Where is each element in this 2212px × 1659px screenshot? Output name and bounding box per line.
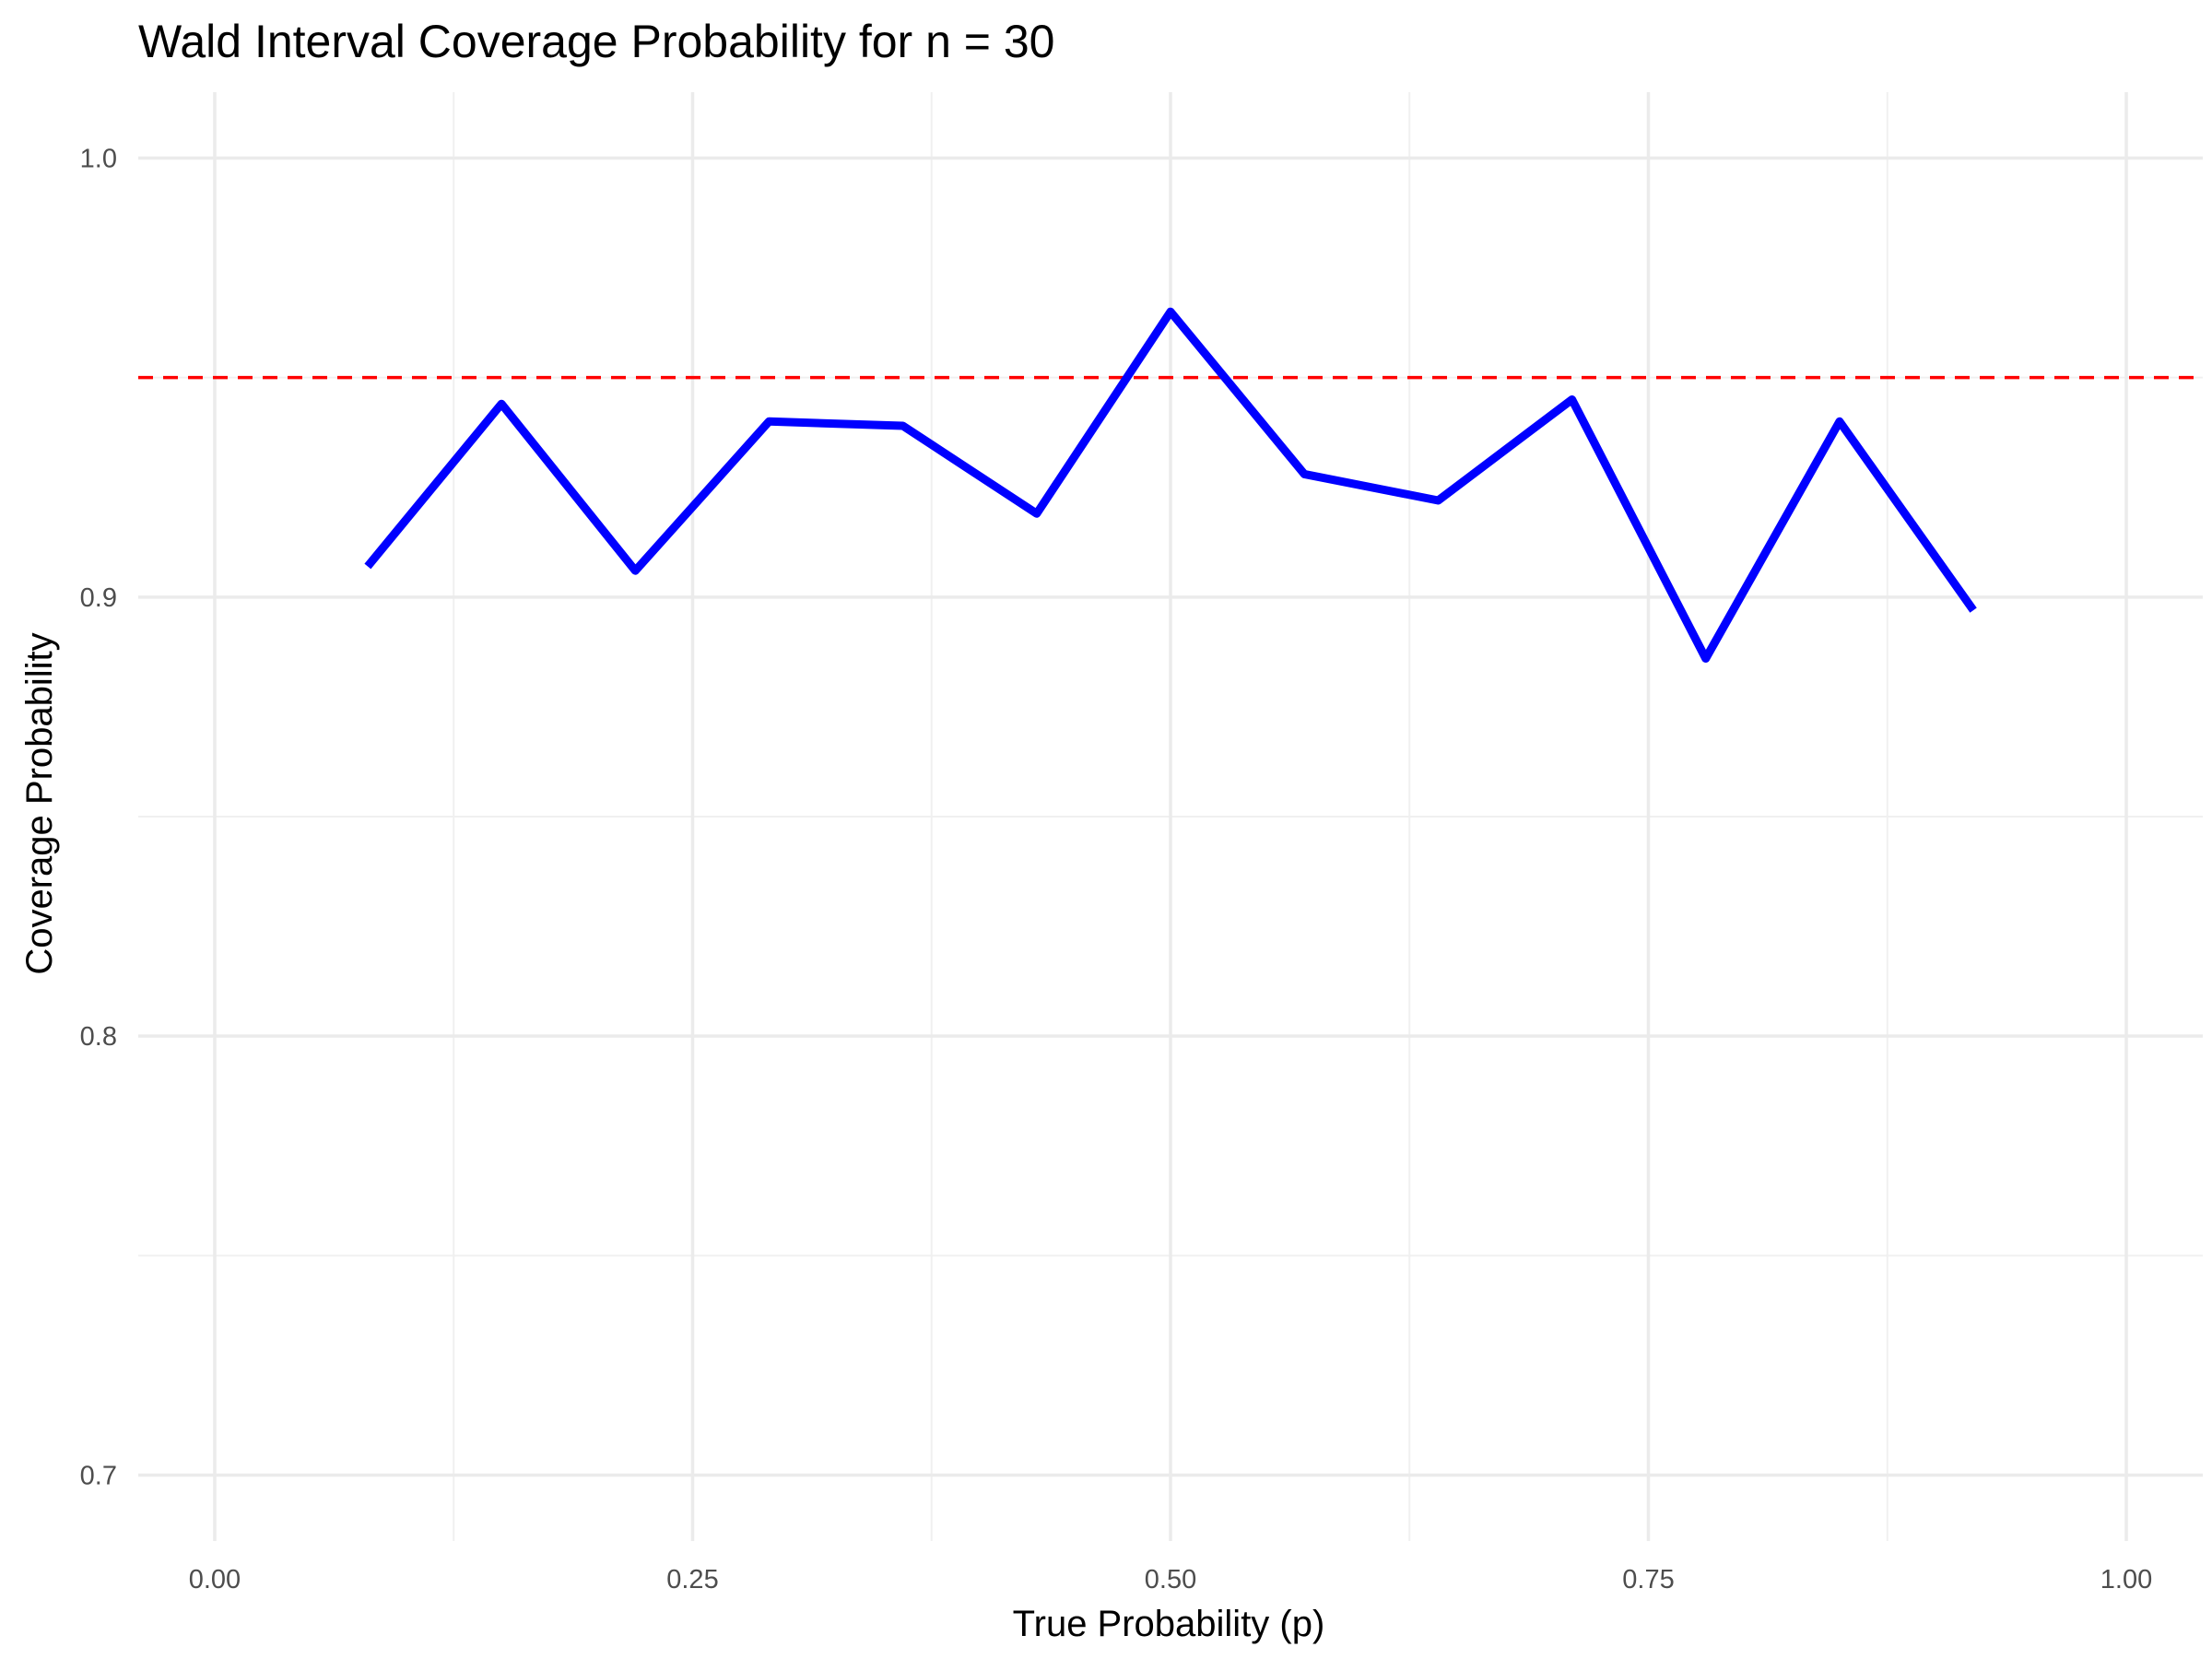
y-tick-labels: 0.7 0.8 0.9 1.0	[80, 144, 117, 1490]
series-layer	[364, 307, 1977, 663]
x-tick-label: 0.00	[189, 1565, 241, 1594]
x-tick-labels: 0.00 0.25 0.50 0.75 1.00	[189, 1565, 2153, 1594]
y-tick-label: 0.9	[80, 583, 117, 613]
y-axis-title: Coverage Probability	[19, 632, 60, 974]
x-tick-label: 0.50	[1145, 1565, 1196, 1594]
y-tick-label: 0.7	[80, 1462, 117, 1491]
x-tick-label: 0.75	[1622, 1565, 1674, 1594]
chart-title: Wald Interval Coverage Probability for n…	[138, 16, 1054, 67]
y-tick-label: 1.0	[80, 144, 117, 173]
coverage-series-line	[364, 307, 1977, 663]
x-axis-title: True Probability (p)	[1013, 1604, 1325, 1644]
major-gridlines	[138, 92, 2203, 1541]
y-tick-label: 0.8	[80, 1022, 117, 1052]
x-tick-label: 1.00	[2100, 1565, 2152, 1594]
x-tick-label: 0.25	[666, 1565, 718, 1594]
